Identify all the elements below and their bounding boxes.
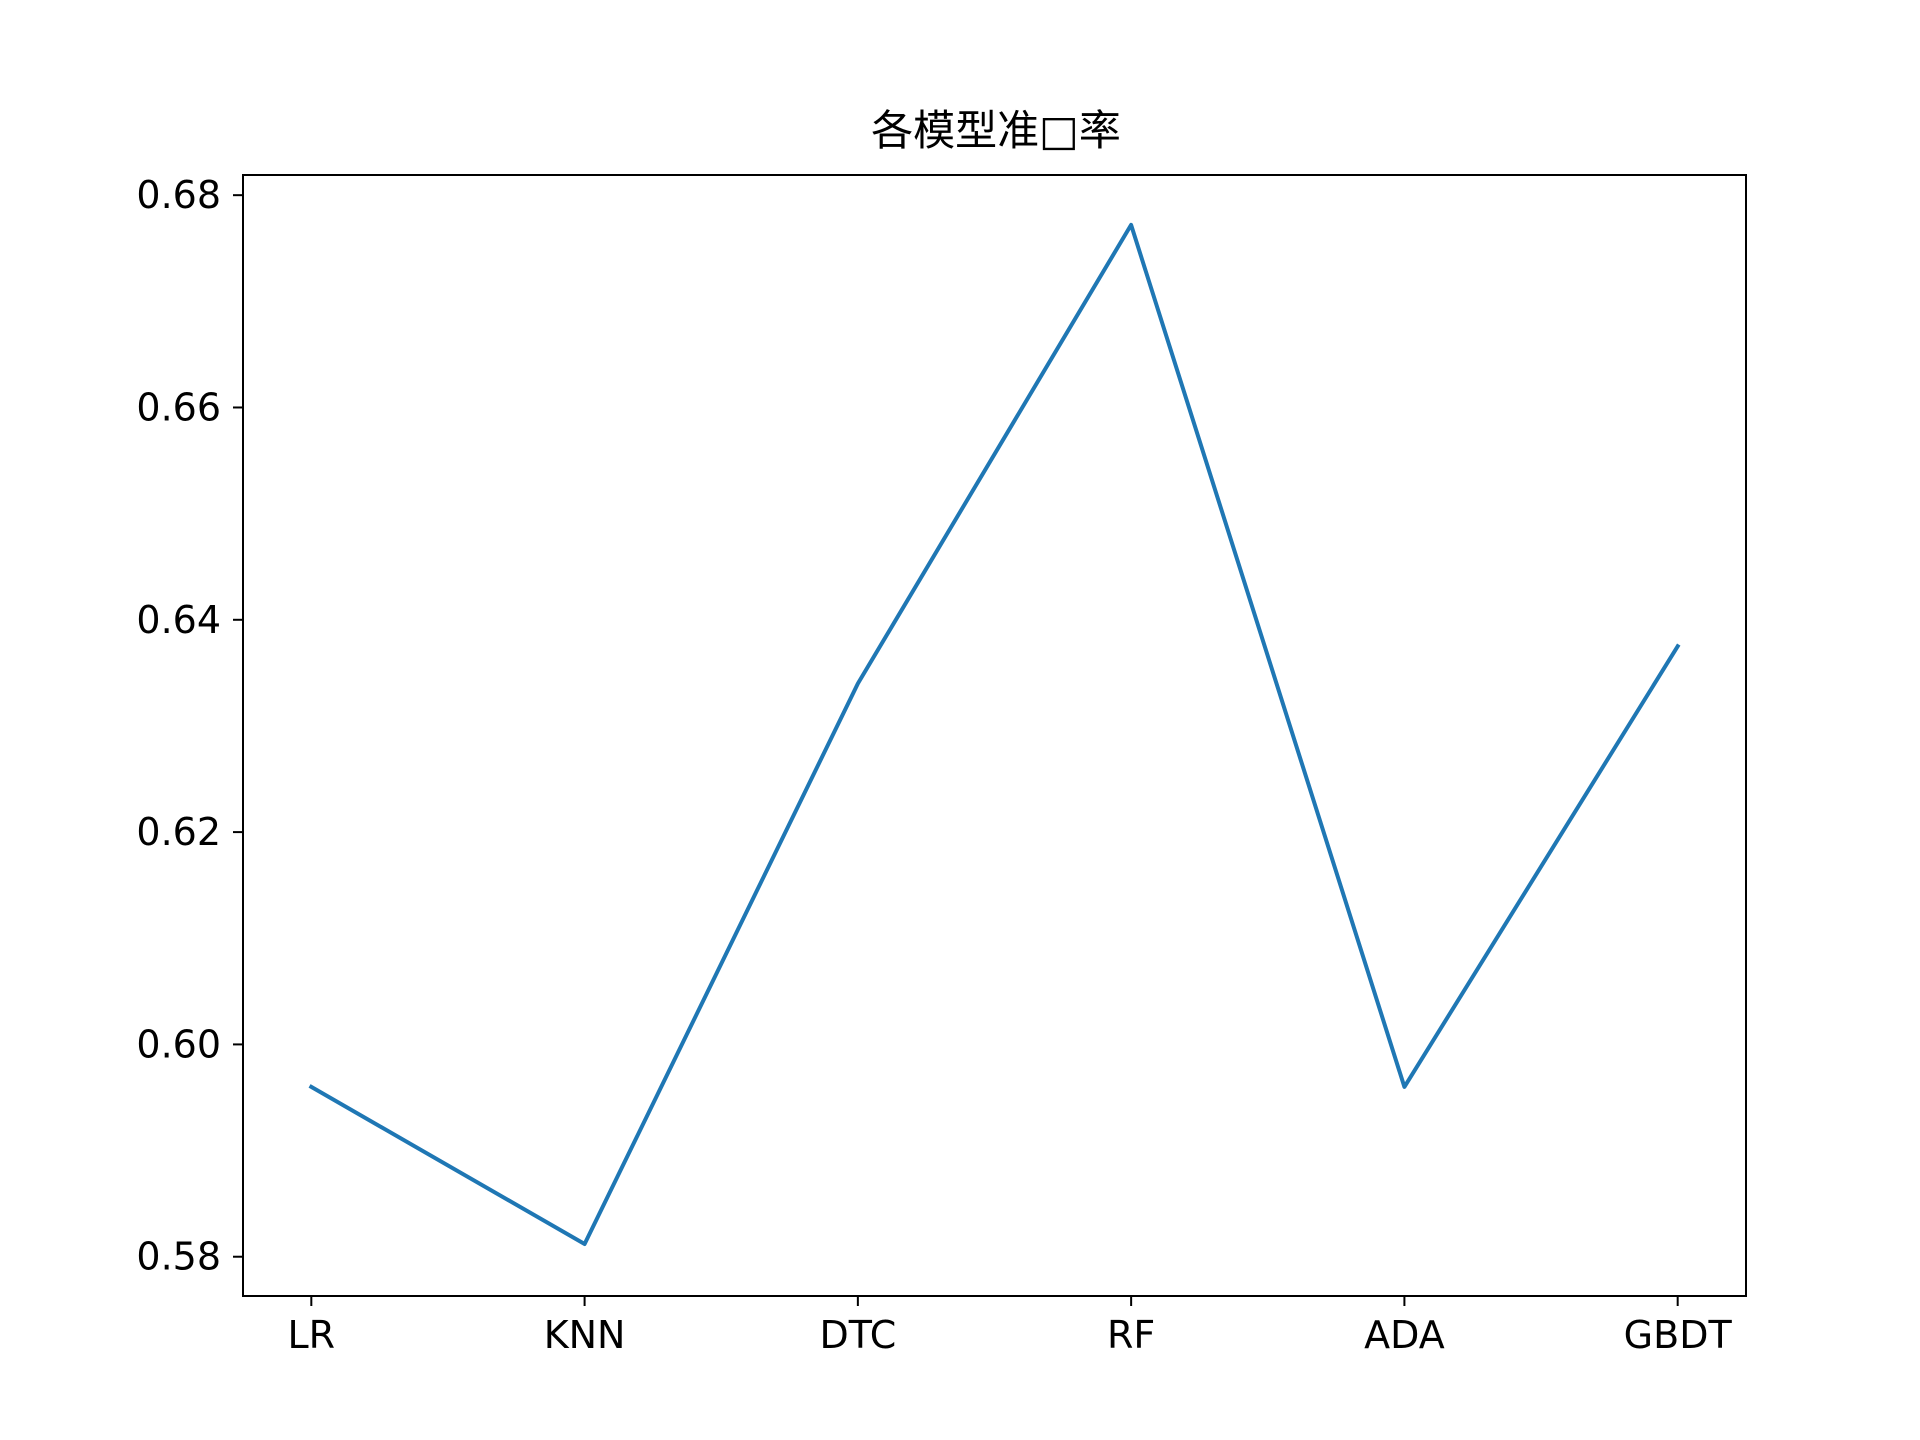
series-line [308,222,1681,1246]
y-tick-label: 0.62 [136,810,221,854]
y-tick-label: 0.68 [136,173,221,217]
x-tick-label: LR [288,1313,336,1357]
y-tick-label: 0.66 [136,385,221,429]
ticks-layer: 0.58 0.60 0.62 0.64 0.66 0.68 LR KNN DTC RF ADA GBD… [136,173,1732,1357]
x-tick-label: GBDT [1624,1313,1733,1357]
chart-title: 各模型准□率 [871,106,1121,155]
plot-frame [242,174,1747,1297]
x-tick-label: ADA [1364,1313,1445,1357]
x-tick-label: DTC [819,1313,896,1357]
x-tick-label: KNN [544,1313,626,1357]
series-layer [308,222,1681,1246]
y-tick-label: 0.60 [136,1022,221,1066]
y-tick-label: 0.58 [136,1235,221,1279]
x-tick-label: RF [1107,1313,1155,1357]
y-tick-label: 0.64 [136,598,221,642]
